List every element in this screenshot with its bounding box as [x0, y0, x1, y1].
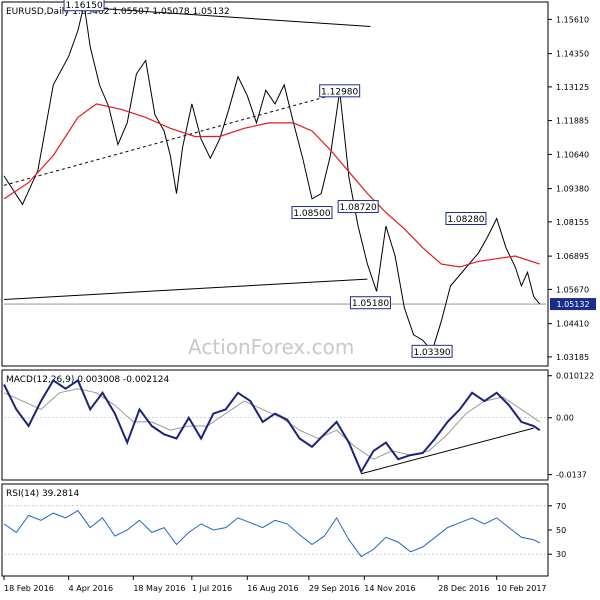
- rsi-panel: RSI(14) 39.2814 70 50 30: [1, 483, 566, 577]
- x-tick-label: 18 May 2016: [133, 584, 185, 593]
- price-trendline: [3, 278, 368, 300]
- rsi-axis: 70 50 30: [4, 502, 566, 559]
- macd-trendline: [361, 427, 534, 475]
- price-series: [3, 4, 541, 353]
- price-label: 1.12980: [321, 87, 358, 97]
- last-price-marker: 1.05132: [550, 298, 596, 311]
- macd-axis: 0.010122 0.00 -0.0137: [4, 372, 594, 480]
- price-label-box: [411, 344, 453, 358]
- signal-line: [3, 388, 541, 460]
- macd-signal-line: [3, 388, 541, 460]
- x-tick-label: 28 Dec 2016: [438, 584, 489, 593]
- x-tick-label: 14 Nov 2016: [364, 584, 415, 593]
- last-price-label: 1.05132: [556, 300, 589, 309]
- price-plot-area: [1, 1, 549, 367]
- last-price-box: [550, 298, 596, 311]
- price-tick-label: 1.15610: [556, 15, 589, 24]
- rsi-tick-label: 30: [556, 550, 566, 559]
- price-tick-label: 1.14350: [556, 50, 589, 59]
- rsi-series-line: [3, 509, 541, 558]
- price-label: 1.16150: [65, 1, 102, 11]
- price-label-box: [291, 206, 333, 220]
- price-label: 1.03390: [413, 348, 450, 358]
- macd-title: MACD(12,26,9) 0.003008 -0.002124: [6, 375, 169, 385]
- x-tick-label: 1 Jul 2016: [192, 584, 232, 593]
- price-tick-label: 1.10640: [556, 150, 589, 159]
- macd-tick-label: 0.010122: [556, 372, 594, 381]
- macd-plot-area: [1, 369, 549, 481]
- macd-tick-label: 0.00: [556, 414, 574, 423]
- instrument-header: EURUSD,Daily 1.05462 1.05507 1.05078 1.0…: [6, 7, 230, 17]
- rsi-tick-label: 70: [556, 502, 566, 511]
- price-tick-label: 1.05670: [556, 285, 589, 294]
- price-tick-label: 1.13125: [556, 83, 589, 92]
- x-tick-label: 18 Feb 2016: [4, 584, 54, 593]
- price-tick-label: 1.11885: [556, 117, 589, 126]
- price-label-box: [337, 200, 379, 214]
- moving-average: [3, 103, 540, 268]
- price-label-box: [319, 84, 361, 98]
- rsi-line: [3, 509, 541, 558]
- price-labels: 1.16150 1.12980 1.08500 1.08720 1.08280 1.051…: [63, 0, 487, 358]
- price-label-box: [349, 296, 391, 310]
- price-tick-label: 1.09380: [556, 185, 589, 194]
- price-tick-label: 1.03185: [556, 353, 589, 362]
- price-label-box: [63, 0, 105, 12]
- rsi-plot-area: [1, 483, 549, 577]
- price-trendline: [84, 6, 371, 27]
- macd-series-line: [3, 378, 541, 474]
- price-tick-label: 1.04410: [556, 320, 589, 329]
- price-axis: 1.15610 1.14350 1.13125 1.11885 1.10640 1.093…: [548, 15, 589, 362]
- x-tick-label: 29 Sep 2016: [309, 584, 360, 593]
- price-panel: EURUSD,Daily 1.05462 1.05507 1.05078 1.0…: [1, 0, 596, 367]
- price-label: 1.08500: [293, 209, 330, 219]
- rsi-title: RSI(14) 39.2814: [6, 489, 79, 499]
- watermark: ActionForex.com: [188, 335, 354, 359]
- price-tick-label: 1.06895: [556, 252, 589, 261]
- price-label: 1.05180: [352, 299, 389, 309]
- macd-trend-line: [361, 427, 534, 475]
- x-tick-label: 4 Apr 2016: [69, 584, 113, 593]
- macd-line: [3, 378, 541, 474]
- price-label-box: [445, 211, 487, 225]
- x-tick-label: 10 Feb 2017: [497, 584, 547, 593]
- price-label: 1.08280: [447, 215, 484, 225]
- macd-panel: MACD(12,26,9) 0.003008 -0.002124 0.01012…: [1, 369, 594, 481]
- price-label: 1.08720: [340, 203, 377, 213]
- ma-line: [3, 103, 540, 268]
- price-trendlines: [3, 6, 546, 305]
- price-trendline: [3, 92, 340, 186]
- price-tick-label: 1.08155: [556, 218, 589, 227]
- macd-tick-label: -0.0137: [556, 471, 587, 480]
- rsi-tick-label: 50: [556, 526, 566, 535]
- x-tick-label: 16 Aug 2016: [247, 584, 298, 593]
- price-line: [3, 4, 541, 353]
- x-axis: 18 Feb 2016 4 Apr 2016 18 May 2016 1 Jul 20…: [3, 576, 547, 593]
